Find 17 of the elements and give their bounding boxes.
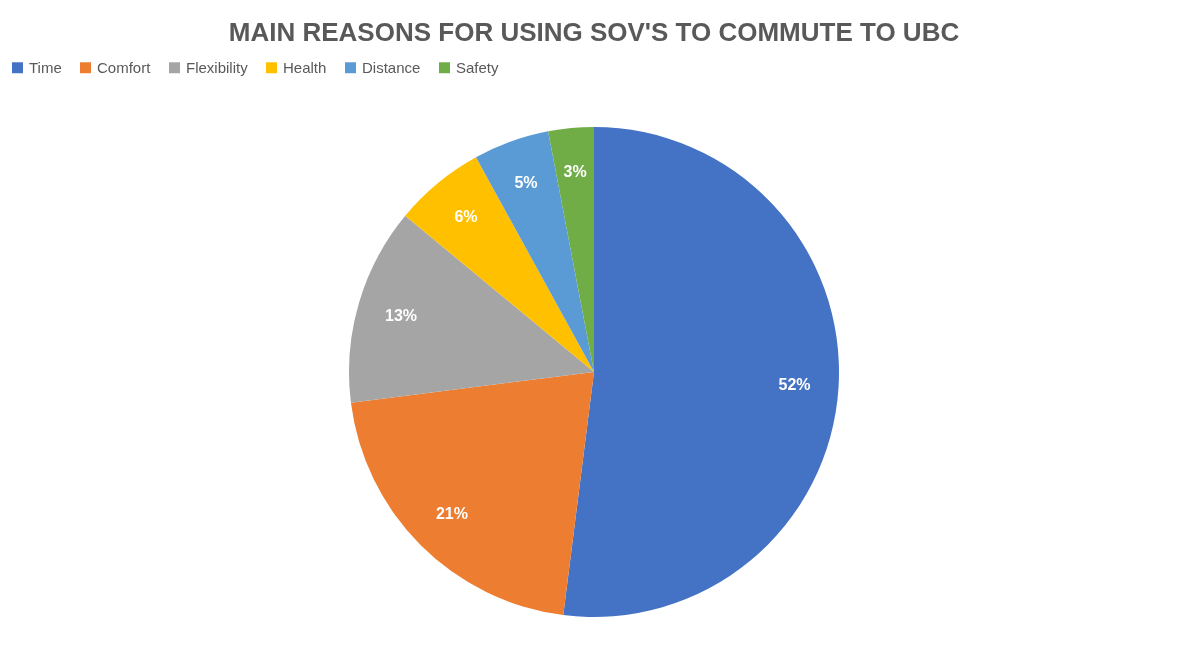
legend-label: Comfort <box>97 58 152 76</box>
data-label: 5% <box>514 173 538 191</box>
data-label: 21% <box>435 505 468 523</box>
data-label: 13% <box>385 306 418 324</box>
legend-label: Time <box>29 58 62 76</box>
legend-label: Health <box>283 58 327 76</box>
pie-slice <box>475 131 594 372</box>
data-label: 6% <box>454 208 478 226</box>
pie-slice <box>563 127 839 617</box>
data-label: 52% <box>778 375 811 393</box>
legend-label: Distance <box>362 58 421 76</box>
chart-title: MAIN REASONS FOR USING SOV'S TO COMMUTE TO UBC <box>228 17 960 47</box>
pie-slice <box>548 127 594 372</box>
data-label: 3% <box>563 162 587 180</box>
pie-slice <box>350 372 594 616</box>
legend-label: Safety <box>456 58 500 76</box>
legend-label: Flexibility <box>186 58 249 76</box>
